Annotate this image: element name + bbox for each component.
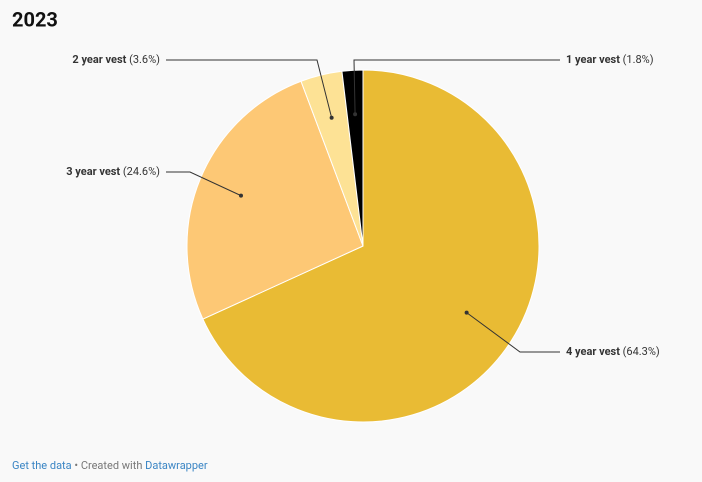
chart-title: 2023 bbox=[12, 7, 58, 31]
slice-name: 4 year vest bbox=[566, 345, 620, 358]
labels: 4 year vest (64.3%) 3 year vest (24.6%) 2 … bbox=[66, 53, 660, 358]
leader-dot bbox=[353, 112, 358, 117]
leader-line bbox=[166, 171, 242, 197]
leader-dot bbox=[238, 193, 243, 198]
leader-line bbox=[166, 59, 333, 118]
slice-value: (24.6%) bbox=[123, 165, 160, 178]
slice-name: 1 year vest bbox=[566, 53, 620, 66]
slice-name: 3 year vest bbox=[66, 165, 120, 178]
datawrapper-link[interactable]: Datawrapper bbox=[145, 459, 208, 472]
leader-line bbox=[466, 312, 560, 353]
leader-line bbox=[353, 59, 560, 115]
get-data-link[interactable]: Get the data bbox=[12, 459, 72, 472]
leader-dot bbox=[329, 115, 334, 120]
pie-slice bbox=[341, 69, 364, 247]
pie bbox=[186, 69, 540, 423]
created-with: • Created with bbox=[74, 459, 142, 472]
pie-slice bbox=[186, 80, 364, 320]
slice-name: 2 year vest bbox=[72, 53, 126, 66]
slice-value: (3.6%) bbox=[129, 53, 160, 66]
slice-value: (1.8%) bbox=[623, 53, 654, 66]
pie-slice bbox=[202, 69, 540, 423]
slice-label: 4 year vest (64.3%) bbox=[566, 345, 660, 358]
leader-dot bbox=[464, 310, 469, 315]
slice-label: 2 year vest (3.6%) bbox=[72, 53, 160, 66]
slice-label: 3 year vest (24.6%) bbox=[66, 165, 160, 178]
slice-label: 1 year vest (1.8%) bbox=[566, 53, 654, 66]
slice-value: (64.3%) bbox=[623, 345, 660, 358]
footer: Get the data • Created with Datawrapper bbox=[12, 459, 208, 472]
